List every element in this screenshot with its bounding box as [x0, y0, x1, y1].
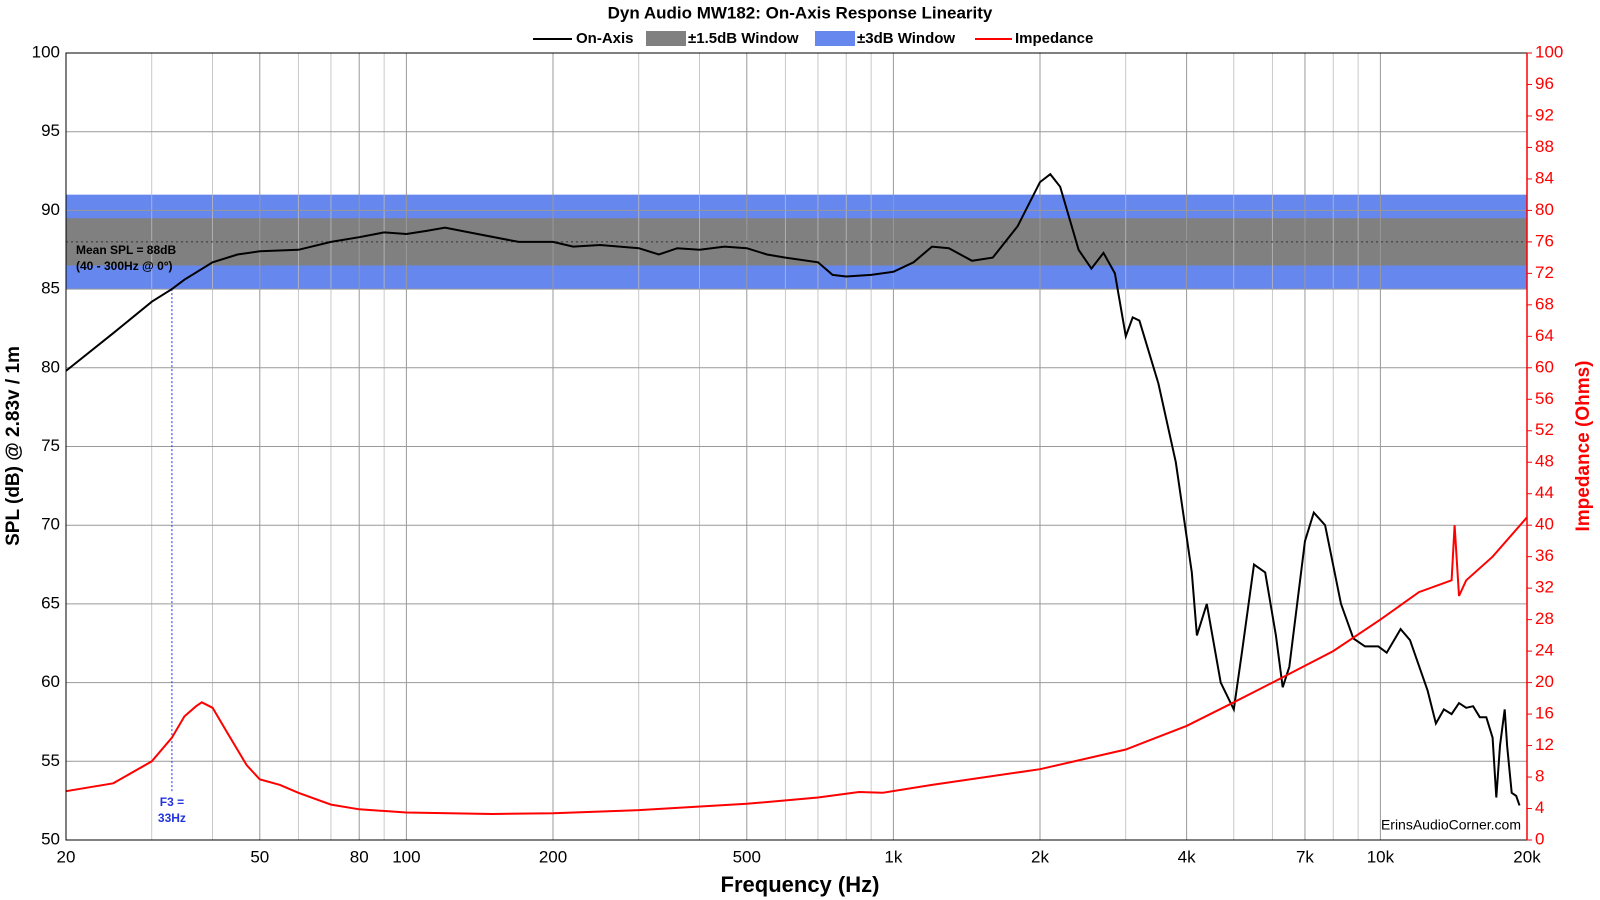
- series-line: [65, 516, 1528, 816]
- annotation: 33Hz: [158, 811, 186, 825]
- x-tick-label: 4k: [1178, 847, 1196, 866]
- y-tick-label: 75: [41, 436, 60, 455]
- x-axis-title: Frequency (Hz): [721, 872, 880, 897]
- y2-tick-label: 80: [1535, 200, 1554, 219]
- y2-tick-label: 60: [1535, 357, 1554, 376]
- y2-tick-label: 4: [1535, 798, 1544, 817]
- y2-tick-label: 56: [1535, 389, 1554, 408]
- y2-tick-label: 84: [1535, 168, 1554, 187]
- y2-tick-label: 44: [1535, 483, 1554, 502]
- y-tick-label: 70: [41, 515, 60, 534]
- y2-tick-label: 40: [1535, 515, 1554, 534]
- legend-swatch: [815, 31, 855, 46]
- y-tick-label: 50: [41, 829, 60, 848]
- y2-tick-label: 36: [1535, 546, 1554, 565]
- y2-tick-label: 48: [1535, 452, 1554, 471]
- x-tick-label: 200: [539, 847, 567, 866]
- y2-tick-label: 96: [1535, 74, 1554, 93]
- y-tick-label: 90: [41, 200, 60, 219]
- y-axis-title: SPL (dB) @ 2.83v / 1m: [3, 346, 24, 546]
- legend-label: ±1.5dB Window: [688, 30, 799, 47]
- y2-tick-label: 24: [1535, 641, 1554, 660]
- x-tick-label: 20: [57, 847, 76, 866]
- y2-tick-label: 16: [1535, 704, 1554, 723]
- y-tick-label: 85: [41, 279, 60, 298]
- y2-tick-label: 52: [1535, 420, 1554, 439]
- y2-tick-label: 8: [1535, 767, 1544, 786]
- x-tick-label: 80: [350, 847, 369, 866]
- y2-tick-label: 100: [1535, 42, 1563, 61]
- y-tick-label: 100: [32, 42, 60, 61]
- y-tick-label: 55: [41, 751, 60, 770]
- y2-axis-title: Impedance (Ohms): [1573, 360, 1594, 531]
- legend-label: On-Axis: [576, 30, 634, 47]
- y2-tick-label: 92: [1535, 105, 1554, 124]
- annotation: F3 =: [160, 795, 184, 809]
- legend-label: Impedance: [1015, 30, 1093, 47]
- x-tick-label: 1k: [884, 847, 902, 866]
- x-tick-label: 7k: [1296, 847, 1314, 866]
- x-tick-label: 2k: [1031, 847, 1049, 866]
- y2-tick-label: 68: [1535, 294, 1554, 313]
- x-tick-label: 10k: [1367, 847, 1395, 866]
- legend-swatch: [646, 31, 686, 46]
- watermark: ErinsAudioCorner.com: [1381, 817, 1521, 833]
- y2-tick-label: 12: [1535, 735, 1554, 754]
- y-tick-label: 80: [41, 357, 60, 376]
- legend: On-Axis ±1.5dB Window ±3dB Window Impeda…: [533, 30, 1093, 47]
- series-line: [65, 172, 1521, 806]
- y-tick-label: 65: [41, 593, 60, 612]
- y2-tick-label: 64: [1535, 326, 1554, 345]
- y-tick-label: 95: [41, 121, 60, 140]
- annotation: (40 - 300Hz @ 0°): [76, 259, 173, 273]
- x-tick-label: 20k: [1513, 847, 1541, 866]
- annotation: Mean SPL = 88dB: [76, 243, 176, 257]
- y-tick-label: 60: [41, 672, 60, 691]
- legend-label: ±3dB Window: [857, 30, 955, 47]
- y2-tick-label: 28: [1535, 609, 1554, 628]
- y2-tick-label: 88: [1535, 137, 1554, 156]
- y2-tick-label: 0: [1535, 829, 1544, 848]
- x-tick-label: 100: [392, 847, 420, 866]
- y2-tick-label: 32: [1535, 578, 1554, 597]
- x-tick-label: 500: [733, 847, 761, 866]
- y2-tick-label: 20: [1535, 672, 1554, 691]
- chart-title: Dyn Audio MW182: On-Axis Response Linear…: [608, 3, 993, 22]
- y2-tick-label: 72: [1535, 263, 1554, 282]
- y2-tick-label: 76: [1535, 231, 1554, 250]
- x-tick-label: 50: [250, 847, 269, 866]
